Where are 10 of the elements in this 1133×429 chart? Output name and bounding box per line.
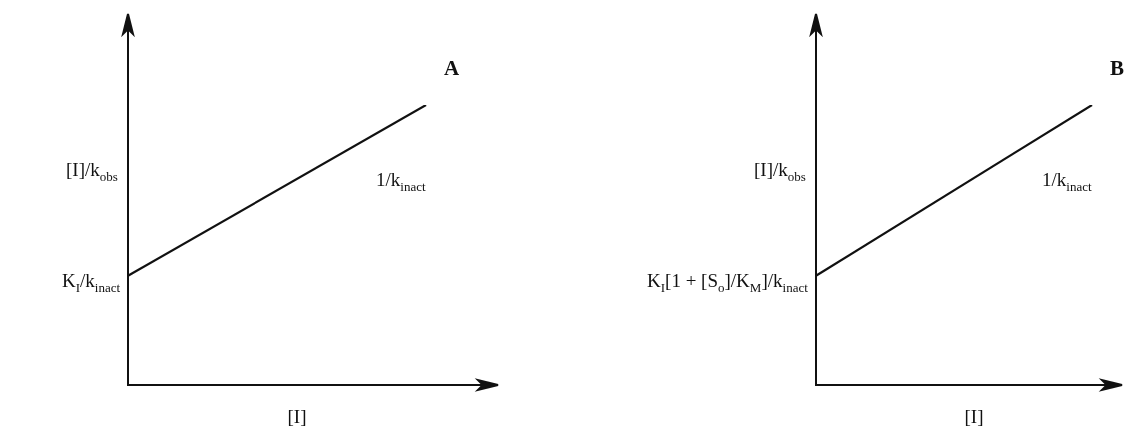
chart-title: A bbox=[444, 56, 460, 81]
y-axis-title: [I]/k$_{obs}$ bbox=[66, 159, 118, 184]
annotation: K$_{I}$[1 + [S$_{o}$]/K$_{M}$]/k$_{inact}$ bbox=[647, 270, 808, 296]
annotation: 1/k$_{inact}$ bbox=[1042, 169, 1092, 194]
chart-title: B bbox=[1110, 56, 1125, 81]
annotation: K$_{I}$/k$_{inact}$ bbox=[62, 270, 121, 296]
x-axis-title: [I] bbox=[964, 406, 984, 428]
annotation: 1/k$_{inact}$ bbox=[376, 169, 426, 194]
x-axis-title: [I] bbox=[287, 406, 307, 428]
y-axis-title: [I]/k$_{obs}$ bbox=[754, 159, 806, 184]
